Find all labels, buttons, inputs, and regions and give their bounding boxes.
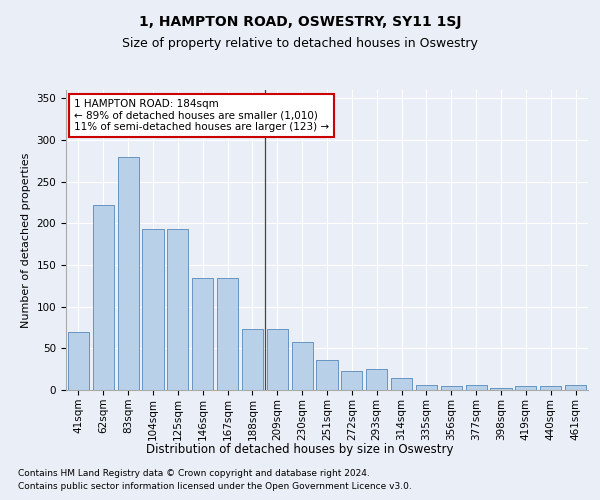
Bar [93, 205, 114, 390]
Text: Contains HM Land Registry data © Crown copyright and database right 2024.: Contains HM Land Registry data © Crown c… [18, 468, 370, 477]
Bar [217, 278, 238, 390]
Bar [391, 378, 412, 390]
Text: 1 HAMPTON ROAD: 184sqm
← 89% of detached houses are smaller (1,010)
11% of semi-: 1 HAMPTON ROAD: 184sqm ← 89% of detached… [74, 99, 329, 132]
Bar [515, 386, 536, 390]
Text: Distribution of detached houses by size in Oswestry: Distribution of detached houses by size … [146, 442, 454, 456]
Text: 1, HAMPTON ROAD, OSWESTRY, SY11 1SJ: 1, HAMPTON ROAD, OSWESTRY, SY11 1SJ [139, 15, 461, 29]
Bar [192, 278, 213, 390]
Bar [292, 342, 313, 390]
Bar [68, 332, 89, 390]
Bar [416, 385, 437, 390]
Bar [540, 386, 561, 390]
Bar [118, 156, 139, 390]
Text: Contains public sector information licensed under the Open Government Licence v3: Contains public sector information licen… [18, 482, 412, 491]
Bar [316, 360, 338, 390]
Bar [565, 385, 586, 390]
Bar [366, 369, 387, 390]
Bar [341, 371, 362, 390]
Bar [267, 329, 288, 390]
Bar [142, 229, 164, 390]
Y-axis label: Number of detached properties: Number of detached properties [21, 152, 31, 328]
Bar [466, 385, 487, 390]
Text: Size of property relative to detached houses in Oswestry: Size of property relative to detached ho… [122, 38, 478, 51]
Bar [167, 229, 188, 390]
Bar [242, 329, 263, 390]
Bar [441, 386, 462, 390]
Bar [490, 388, 512, 390]
